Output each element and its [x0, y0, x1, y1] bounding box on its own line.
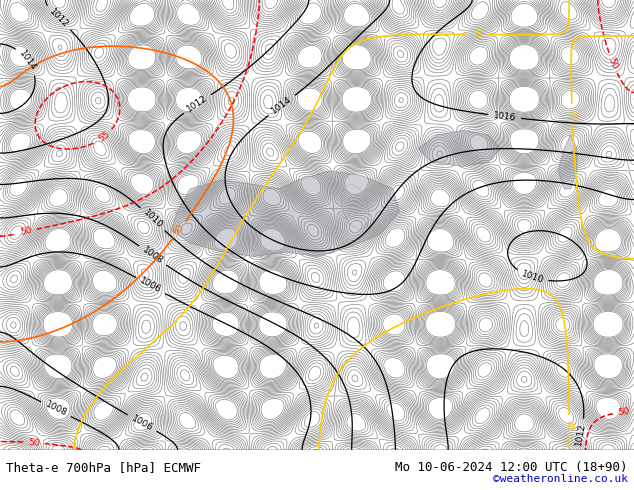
- Text: 1016: 1016: [493, 111, 517, 122]
- Text: 50: 50: [607, 56, 619, 70]
- Ellipse shape: [341, 185, 369, 229]
- Text: 1008: 1008: [44, 400, 68, 418]
- Polygon shape: [558, 135, 577, 189]
- Polygon shape: [418, 130, 501, 167]
- Text: 50: 50: [618, 407, 630, 417]
- Text: 45: 45: [567, 108, 577, 120]
- Text: 50: 50: [28, 438, 40, 448]
- Text: 1014: 1014: [17, 49, 38, 73]
- Text: 1010: 1010: [141, 208, 164, 230]
- Text: Mo 10-06-2024 12:00 UTC (18+90): Mo 10-06-2024 12:00 UTC (18+90): [395, 461, 628, 474]
- Text: 1006: 1006: [130, 414, 154, 433]
- Text: 45: 45: [471, 30, 483, 39]
- Text: 1012: 1012: [574, 423, 587, 447]
- Text: 45: 45: [565, 420, 574, 432]
- Text: 1006: 1006: [138, 276, 163, 295]
- Text: 1012: 1012: [185, 94, 209, 114]
- Text: 1014: 1014: [270, 95, 294, 116]
- Polygon shape: [171, 171, 399, 256]
- Text: 50: 50: [20, 226, 33, 237]
- Text: Theta-e 700hPa [hPa] ECMWF: Theta-e 700hPa [hPa] ECMWF: [6, 461, 202, 474]
- Text: 1012: 1012: [48, 7, 70, 29]
- Text: ©weatheronline.co.uk: ©weatheronline.co.uk: [493, 474, 628, 484]
- Text: 1008: 1008: [141, 245, 165, 266]
- Text: 1010: 1010: [520, 269, 545, 285]
- Text: 55: 55: [96, 130, 111, 144]
- Text: 50: 50: [172, 223, 186, 238]
